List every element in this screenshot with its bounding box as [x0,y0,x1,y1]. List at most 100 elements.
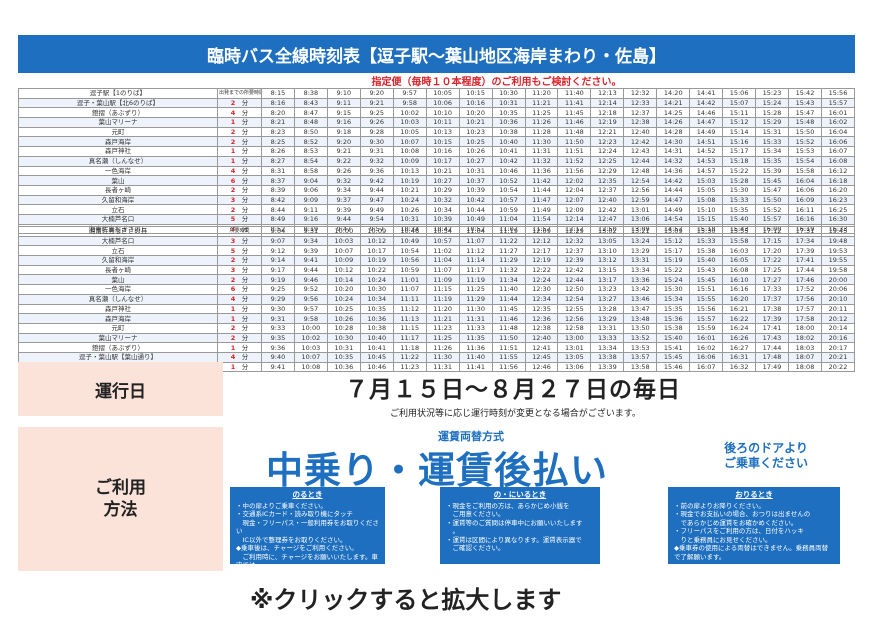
departure-time: 11:26 [524,117,559,128]
departure-time: 17:31 [788,226,822,237]
departure-time: 11:47 [524,194,559,206]
table-row: 大楠芦名口 5 分 8:49 9:16 9:44 9:54 10:31 10:39 10:49 1… [18,213,856,225]
travel-minutes: 4 分 [217,351,262,363]
departure-time: 10:00 [293,322,328,334]
departure-time: 15:48 [788,117,822,128]
stop-name: 元町 [18,322,218,334]
travel-minutes: 5 分 [217,213,262,225]
departure-time: 10:40 [491,136,526,148]
instruction-line: ◆乗車後は、チャージをご利用ください。 [236,544,358,552]
departure-time: 10:38 [359,322,394,334]
stop-name: 大楠芦名口 [18,213,218,225]
departure-time: 15:38 [656,322,691,334]
departure-time: 10:26 [326,313,361,324]
departure-time: 11:32 [524,155,559,167]
departure-time: 11:45 [491,303,526,315]
departure-time: 15:58 [788,165,822,177]
departure-time: 15:36 [656,313,691,324]
departure-time: 15:28 [755,107,789,119]
departure-time: 17:49 [755,361,789,373]
departure-time: 17:56 [788,293,822,305]
departure-time: 15:24 [755,97,789,109]
departure-time: 9:58 [293,313,328,324]
departure-time: 8:47 [293,107,328,119]
departure-time: 10:38 [491,126,526,138]
rear-door-line-1: 後ろのドアより [724,441,808,455]
departure-time: 18:08 [788,361,822,373]
departure-time: 17:41 [788,255,822,266]
departure-time: 9:30 [359,136,394,148]
departure-time: 10:34 [425,204,460,215]
departure-time: 20:22 [820,361,856,373]
departure-time: 12:21 [590,126,625,138]
stop-name: 真名瀬（しんなせ） [18,155,218,167]
instruction-line: 。 [446,527,460,535]
departure-time: 15:50 [755,194,789,206]
departure-time: 20:06 [820,284,856,295]
departure-time: 11:33 [458,322,493,334]
departure-time: 13:24 [623,235,658,247]
departure-time: 15:52 [755,204,789,215]
fare-big-heading: 中乗り・運賃後払い [266,449,608,492]
table-row: 鐙摺（あぶずり） 4 分 8:20 8:47 9:15 9:25 10:02 10:10 10:… [18,107,856,119]
departure-time: 12:48 [623,165,658,177]
departure-time: 16:22 [722,313,757,324]
departure-time: 13:01 [623,204,658,215]
departure-time: 11:30 [425,351,460,363]
departure-time: 16:06 [689,351,724,363]
departure-time: 11:40 [458,351,493,363]
instruction-line: りと乗務員にお見せください。 [674,535,772,544]
departure-time: 9:10 [326,88,361,99]
departure-time: 15:09 [656,226,691,237]
departure-time: 10:27 [458,155,493,167]
departure-time: 16:04 [788,175,822,186]
departure-time: 13:28 [590,303,625,315]
departure-time: 10:16 [458,97,493,109]
travel-minutes: 2 分 [217,136,262,148]
departure-time: 11:04 [425,255,460,266]
departure-time: 16:06 [820,136,856,148]
travel-minutes: 1 分 [217,342,262,353]
departure-time: 9:54 [359,213,394,225]
departure-time: 12:45 [524,351,559,363]
rear-door-line-2: ご乗車ください [724,456,809,470]
departure-time: 9:56 [293,293,328,305]
travel-minutes: 3 分 [217,264,262,276]
departure-time: 15:34 [656,293,691,305]
departure-time: 17:37 [755,293,789,305]
departure-time: 10:49 [458,213,493,225]
departure-time: 11:41 [557,97,592,109]
departure-time: 15:05 [689,184,724,196]
departure-time: 12:22 [524,264,559,276]
departure-time: 15:51 [689,284,724,295]
riding-title: の・にいるとき [493,490,547,499]
departure-time: 11:26 [425,342,460,353]
departure-time: 11:48 [491,322,526,334]
departure-time: 13:33 [590,332,625,344]
travel-minutes: 2 分 [217,332,262,344]
instruction-line: ・中の扉よりご乗車ください。 [236,501,327,510]
departure-time: 10:54 [491,184,526,196]
departure-time: 10:24 [326,293,361,305]
stop-name: 真名瀬（しんなせ） [18,293,218,305]
departure-time: 17:12 [755,226,789,237]
click-to-enlarge[interactable]: ※クリックすると拡大します [250,586,562,614]
departure-time: 13:15 [590,264,625,276]
departure-time: 15:33 [722,194,757,206]
departure-time: 15:34 [755,146,789,157]
departure-time: 10:30 [491,88,526,99]
departure-time: 10:10 [425,107,460,119]
departure-time: 17:52 [788,284,822,295]
departure-time: 9:34 [326,184,361,196]
departure-time: 9:29 [261,293,295,305]
departure-time: 15:50 [788,126,822,138]
departure-time: 11:51 [557,146,592,157]
departure-time: 11:25 [524,107,559,119]
table-row: 森戸神社 1 分 8:26 8:53 9:21 9:31 10:08 10:16 10:26 10… [18,146,856,157]
departure-time: 14:51 [689,136,724,148]
departure-time: 20:12 [820,313,856,324]
departure-time: 12:17 [524,245,559,257]
departure-time: 10:35 [491,107,526,119]
departure-time: 9:04 [261,226,295,237]
departure-time: 15:17 [656,245,691,257]
